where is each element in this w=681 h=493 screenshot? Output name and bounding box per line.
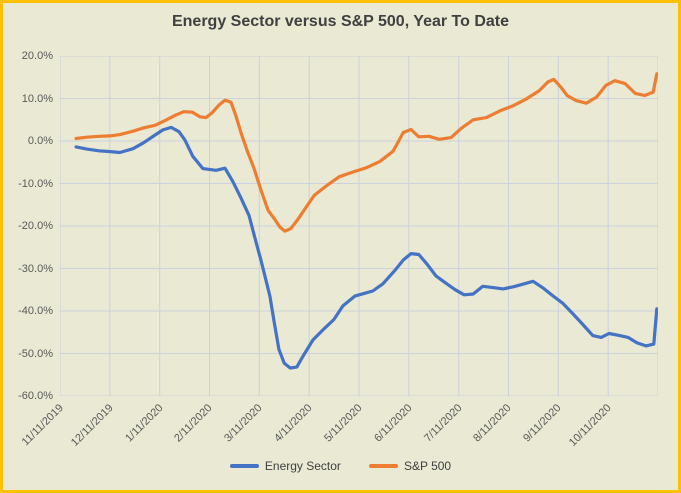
x-tick-label: 2/11/2020 xyxy=(172,402,215,445)
legend-label-sp500: S&P 500 xyxy=(403,459,452,473)
y-tick-label: 10.0% xyxy=(21,92,53,105)
series-line-0 xyxy=(74,125,658,370)
x-tick-label: 11/11/2019 xyxy=(19,402,66,449)
chart-title: Energy Sector versus S&P 500, Year To Da… xyxy=(171,13,510,30)
x-tick-label: 3/11/2020 xyxy=(222,402,265,445)
plot-area xyxy=(60,56,658,396)
sp500-line-swatch xyxy=(368,464,398,468)
x-tick-label: 9/11/2020 xyxy=(521,402,564,445)
y-tick-label: -20.0% xyxy=(18,220,53,232)
y-tick-label: -10.0% xyxy=(18,177,53,190)
x-tick-label: 5/11/2020 xyxy=(321,402,365,445)
x-tick-label: 7/11/2020 xyxy=(421,402,465,445)
x-tick-label: 10/11/2020 xyxy=(566,402,614,449)
x-tick-label: 12/11/2019 xyxy=(68,402,116,449)
y-tick-label: -60.0% xyxy=(18,390,53,402)
y-tick-label: -40.0% xyxy=(18,305,53,317)
series-line-1 xyxy=(74,72,658,233)
x-tick-label: 8/11/2020 xyxy=(471,402,514,445)
energy-sector-line-swatch xyxy=(229,464,259,468)
x-tick-label: 4/11/2020 xyxy=(272,402,315,445)
x-tick-label: 6/11/2020 xyxy=(371,402,415,445)
legend: Energy Sector S&P 500 xyxy=(3,459,678,473)
legend-item-sp500: S&P 500 xyxy=(368,459,452,473)
y-tick-label: -30.0% xyxy=(18,262,53,275)
y-tick-label: 20.0% xyxy=(21,50,53,62)
y-tick-label: 0.0% xyxy=(27,135,53,147)
legend-item-energy-sector: Energy Sector xyxy=(229,459,341,473)
x-tick-label: 1/11/2020 xyxy=(122,402,166,445)
legend-label-energy-sector: Energy Sector xyxy=(264,459,341,473)
y-tick-label: -50.0% xyxy=(18,347,53,360)
